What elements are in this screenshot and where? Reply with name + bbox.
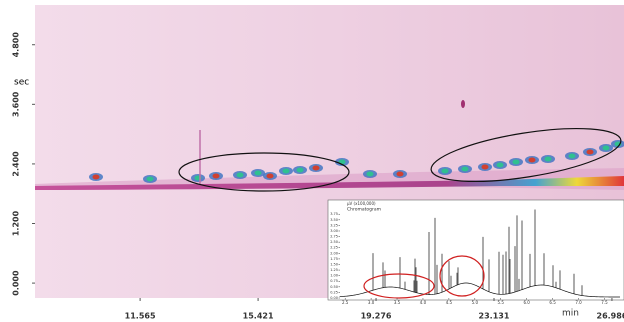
peak-spots <box>89 100 624 185</box>
y-tick-label: 4.800 <box>12 32 21 58</box>
inset-x-tick-label: 2.5 <box>342 300 349 305</box>
y-tick-label: 3.600 <box>12 91 21 117</box>
chromatogram-trace <box>339 209 621 298</box>
highlight-ellipse <box>178 152 350 192</box>
spot-core <box>254 170 262 176</box>
spot-core <box>602 145 610 151</box>
x-tick-label: 15.421 <box>243 312 274 321</box>
spot-core <box>461 166 469 172</box>
spot-core <box>496 162 504 168</box>
inset-y-tick-label: 3.75 <box>330 212 338 216</box>
spot-core <box>441 168 449 174</box>
inset-y-tick-label: 0.00 <box>330 296 338 300</box>
y-tick-label: 1.200 <box>12 210 21 236</box>
inset-y-tick-label: 1.00 <box>330 274 338 278</box>
spot-core <box>312 165 320 171</box>
spot-core <box>528 157 536 163</box>
inset-y-tick-label: 3.00 <box>330 229 338 233</box>
spot-core <box>92 174 100 180</box>
highlight-ellipse <box>430 127 622 183</box>
inset-y-tick-label: 2.00 <box>330 251 338 255</box>
inset-x-tick-label: 3.0 <box>368 300 375 305</box>
inset-y-tick-label: 3.50 <box>330 218 338 222</box>
spot-core <box>236 172 244 178</box>
y-tick-label: 2.400 <box>12 151 21 177</box>
spot-core <box>266 173 274 179</box>
x-tick-label: 26.986 <box>597 312 624 321</box>
x-tick-label: 23.131 <box>479 312 510 321</box>
y-tick-label: 0.000 <box>12 270 21 296</box>
spot-core <box>586 149 594 155</box>
spot-core <box>481 164 489 170</box>
inset-x-label: min <box>562 309 579 319</box>
inset-y-tick-label: 2.75 <box>330 235 338 239</box>
inset-x-tick-label: 7.5 <box>601 300 608 305</box>
spot-core <box>512 159 520 165</box>
inset-x-tick-label: 6.5 <box>549 300 556 305</box>
inset-x-tick-label: 7.0 <box>575 300 582 305</box>
spot-core <box>296 167 304 173</box>
spot-core <box>146 176 154 182</box>
main-band <box>35 176 624 190</box>
inset-y-tick-label: 1.25 <box>330 268 338 272</box>
inset-y-tick-label: 3.25 <box>330 223 338 227</box>
spot-core <box>568 153 576 159</box>
inset-highlight <box>363 273 435 299</box>
inset-x-tick-label: 4.5 <box>446 300 453 305</box>
x-tick-label: 11.565 <box>125 312 156 321</box>
inset-x-tick-label: 3.5 <box>394 300 401 305</box>
inset-y-tick-label: 0.75 <box>330 279 338 283</box>
spot-core <box>544 156 552 162</box>
spot-core <box>396 171 404 177</box>
spot <box>461 100 465 108</box>
inset-y-tick-label: 2.50 <box>330 240 338 244</box>
x-tick-label: 19.276 <box>361 312 392 321</box>
inset-y-tick-label: 0.50 <box>330 285 338 289</box>
spot-core <box>282 168 290 174</box>
inset-y-tick-label: 1.50 <box>330 262 338 266</box>
inset-highlight <box>439 255 485 297</box>
inset-chart <box>327 199 624 301</box>
spot-core <box>212 173 220 179</box>
inset-x-tick-label: 5.0 <box>472 300 479 305</box>
spot-core <box>366 171 374 177</box>
inset-x-tick-label: 6.0 <box>523 300 530 305</box>
inset-y-label: µV (x100,000) <box>347 201 376 206</box>
inset-y-tick-label: 2.25 <box>330 246 338 250</box>
inset-y-tick-label: 1.75 <box>330 257 338 261</box>
inset-y-tick-label: 0.25 <box>330 290 338 294</box>
inset-title: Chromatogram <box>347 207 381 213</box>
y-axis-label: sec <box>14 78 29 88</box>
inset-x-tick-label: 4.0 <box>420 300 427 305</box>
inset-x-tick-label: 5.5 <box>498 300 505 305</box>
